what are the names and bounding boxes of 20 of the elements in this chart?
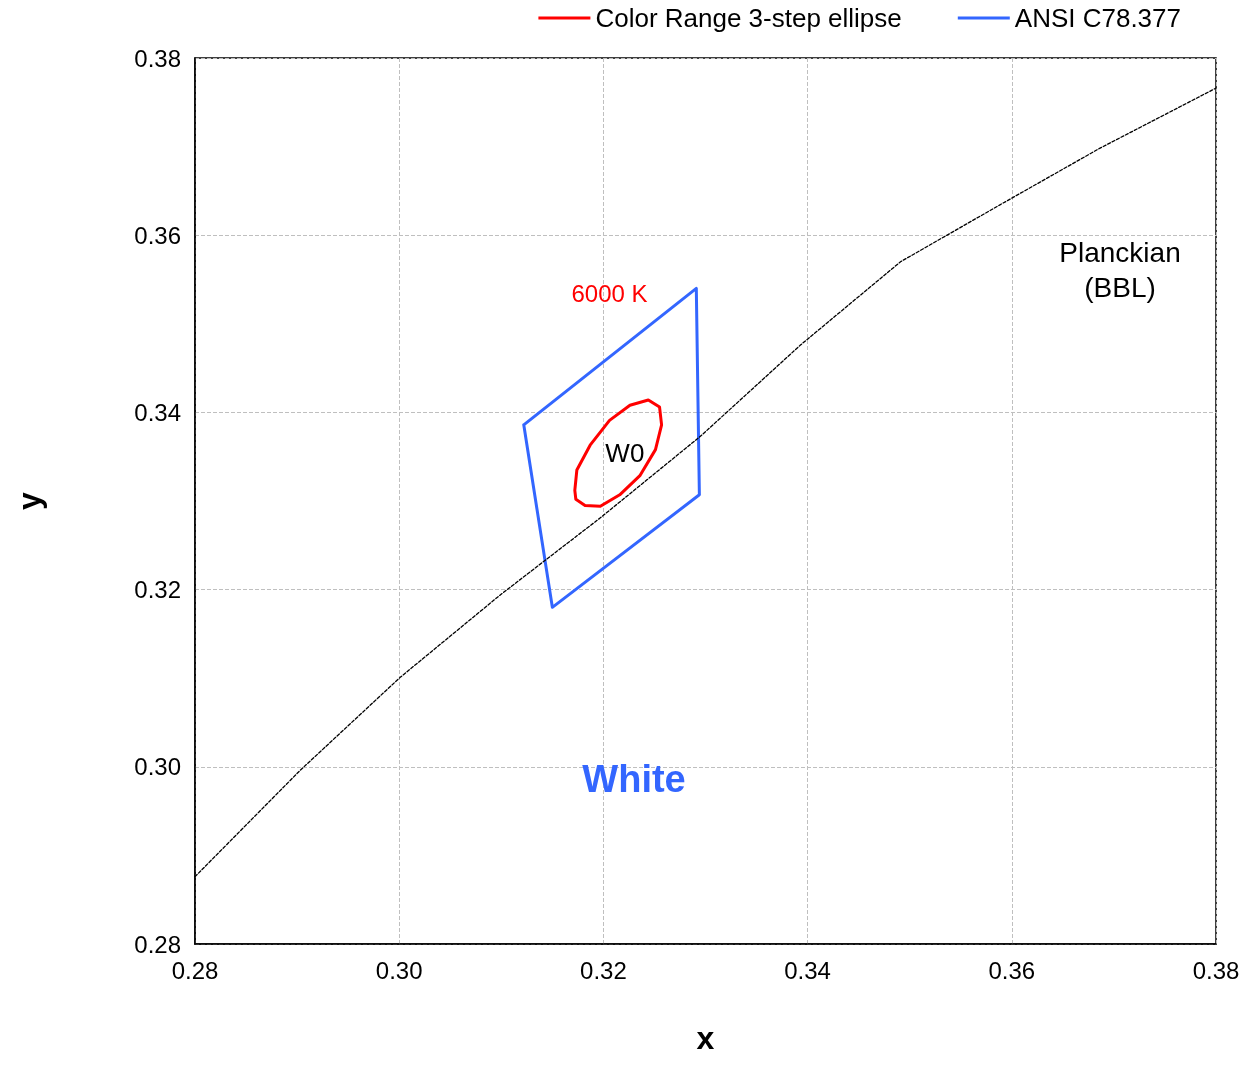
legend-label: Color Range 3-step ellipse bbox=[595, 3, 902, 33]
y-tick-label: 0.38 bbox=[134, 44, 181, 72]
y-tick-label: 0.30 bbox=[134, 753, 181, 781]
x-tick-label: 0.38 bbox=[1192, 956, 1240, 984]
x-tick-label: 0.32 bbox=[580, 956, 627, 984]
legend-label: ANSI C78.377 bbox=[1014, 3, 1182, 33]
x-tick-label: 0.30 bbox=[375, 956, 423, 984]
annotation: W0 bbox=[605, 438, 645, 469]
y-axis-title: y bbox=[11, 491, 47, 510]
y-tick-label: 0.34 bbox=[134, 398, 181, 426]
x-tick-label: 0.34 bbox=[784, 956, 831, 984]
x-tick-label: 0.28 bbox=[171, 956, 219, 984]
annotation: White bbox=[582, 758, 686, 801]
y-tick-label: 0.28 bbox=[134, 930, 181, 958]
y-tick-label: 0.32 bbox=[134, 576, 181, 604]
x-axis-title: x bbox=[696, 1020, 715, 1056]
x-tick-label: 0.36 bbox=[988, 956, 1036, 984]
y-tick-label: 0.36 bbox=[134, 221, 181, 249]
annotation: 6000 K bbox=[571, 280, 648, 308]
annotation: Planckian (BBL) bbox=[1059, 236, 1181, 303]
